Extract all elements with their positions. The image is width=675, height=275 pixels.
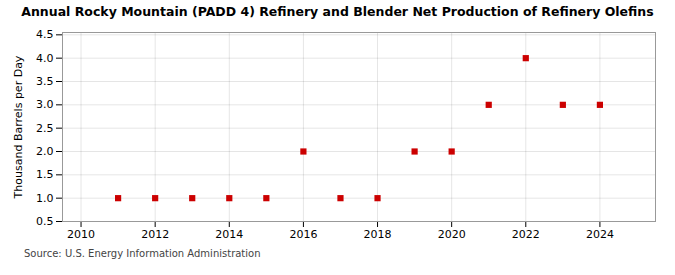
svg-text:4.5: 4.5 xyxy=(36,28,54,41)
svg-text:2016: 2016 xyxy=(289,228,317,241)
svg-text:4.0: 4.0 xyxy=(36,52,54,65)
svg-text:1.5: 1.5 xyxy=(36,168,54,181)
html-text:Annual Rocky Mountain (PADD 4): Annual Rocky Mountain (PADD 4) Refinery … xyxy=(21,4,654,19)
svg-text:2.0: 2.0 xyxy=(36,145,54,158)
svg-text:2018: 2018 xyxy=(364,228,392,241)
svg-text:2010: 2010 xyxy=(67,228,95,241)
svg-text:2020: 2020 xyxy=(438,228,466,241)
html-text:Source: U.S. Energy Informatio: Source: U.S. Energy Information Administ… xyxy=(24,248,261,259)
svg-text:2024: 2024 xyxy=(586,228,614,241)
svg-text:3.0: 3.0 xyxy=(36,98,54,111)
svg-text:2014: 2014 xyxy=(215,228,243,241)
svg-text:3.5: 3.5 xyxy=(36,75,54,88)
svg-text:Thousand Barrels per Day: Thousand Barrels per Day xyxy=(12,55,25,199)
svg-text:2012: 2012 xyxy=(141,228,169,241)
svg-text:0.5: 0.5 xyxy=(36,215,54,228)
svg-text:2022: 2022 xyxy=(512,228,540,241)
svg-text:2.5: 2.5 xyxy=(36,122,54,135)
svg-text:1.0: 1.0 xyxy=(36,192,54,205)
